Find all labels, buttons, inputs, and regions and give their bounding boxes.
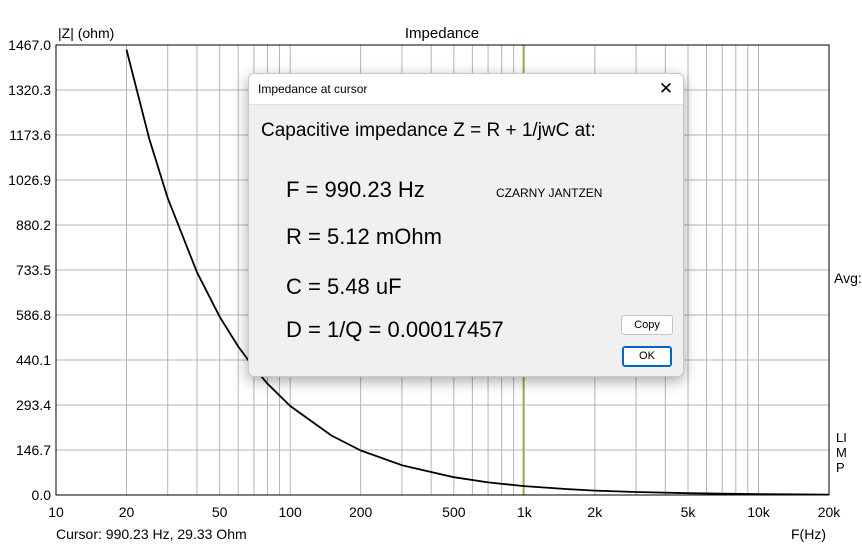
frequency-value: F = 990.23 Hz (286, 177, 425, 202)
cursor-readout: Cursor: 990.23 Hz, 29.33 Ohm (56, 526, 247, 542)
chart-title: Impedance (405, 25, 479, 42)
plot-frame (55, 44, 830, 496)
y-tick-label: 146.7 (16, 442, 51, 458)
x-tick-label: 200 (349, 504, 373, 520)
dialog-title: Impedance at cursor (258, 82, 368, 96)
y-tick-label: 1320.3 (8, 82, 51, 98)
ok-button[interactable]: OK (622, 346, 672, 367)
x-tick-label: 20k (818, 504, 842, 520)
copy-button[interactable]: Copy (621, 315, 673, 335)
x-tick-label: 500 (442, 504, 466, 520)
x-tick-label: 50 (212, 504, 228, 520)
y-tick-label: 1467.0 (8, 37, 51, 53)
x-tick-label: 5k (681, 504, 697, 520)
capacitance-value: C = 5.48 uF (286, 274, 402, 299)
brand-label: CZARNY JANTZEN (496, 186, 603, 200)
impedance-at-cursor-dialog: Impedance at cursor ✕ Capacitive impedan… (248, 73, 684, 377)
dialog-heading: Capacitive impedance Z = R + 1/jwC at: (261, 120, 596, 141)
dissipation-value: D = 1/Q = 0.00017457 (286, 317, 504, 342)
y-axis-title: |Z| (ohm) (58, 25, 114, 41)
limp-label: LIMP (836, 430, 847, 475)
x-tick-label: 100 (278, 504, 302, 520)
resistance-value: R = 5.12 mOhm (286, 224, 442, 249)
x-tick-label: 10k (747, 504, 771, 520)
y-tick-label: 586.8 (16, 307, 51, 323)
dialog-titlebar[interactable]: Impedance at cursor ✕ (249, 74, 683, 105)
x-tick-label: 20 (119, 504, 135, 520)
avg-label: Avg: (834, 270, 862, 286)
x-tick-label: 2k (587, 504, 603, 520)
y-tick-label: 0.0 (32, 487, 52, 503)
y-tick-label: 293.4 (16, 397, 51, 413)
y-tick-label: 733.5 (16, 262, 51, 278)
close-icon[interactable]: ✕ (658, 79, 674, 98)
y-tick-label: 1026.9 (8, 172, 51, 188)
impedance-curve (125, 49, 830, 496)
x-tick-label: 10 (48, 504, 64, 520)
y-tick-label: 440.1 (16, 352, 51, 368)
x-axis-title: F(Hz) (791, 526, 826, 542)
y-tick-label: 880.2 (16, 217, 51, 233)
y-tick-label: 1173.6 (9, 127, 51, 143)
x-tick-label: 1k (517, 504, 533, 520)
